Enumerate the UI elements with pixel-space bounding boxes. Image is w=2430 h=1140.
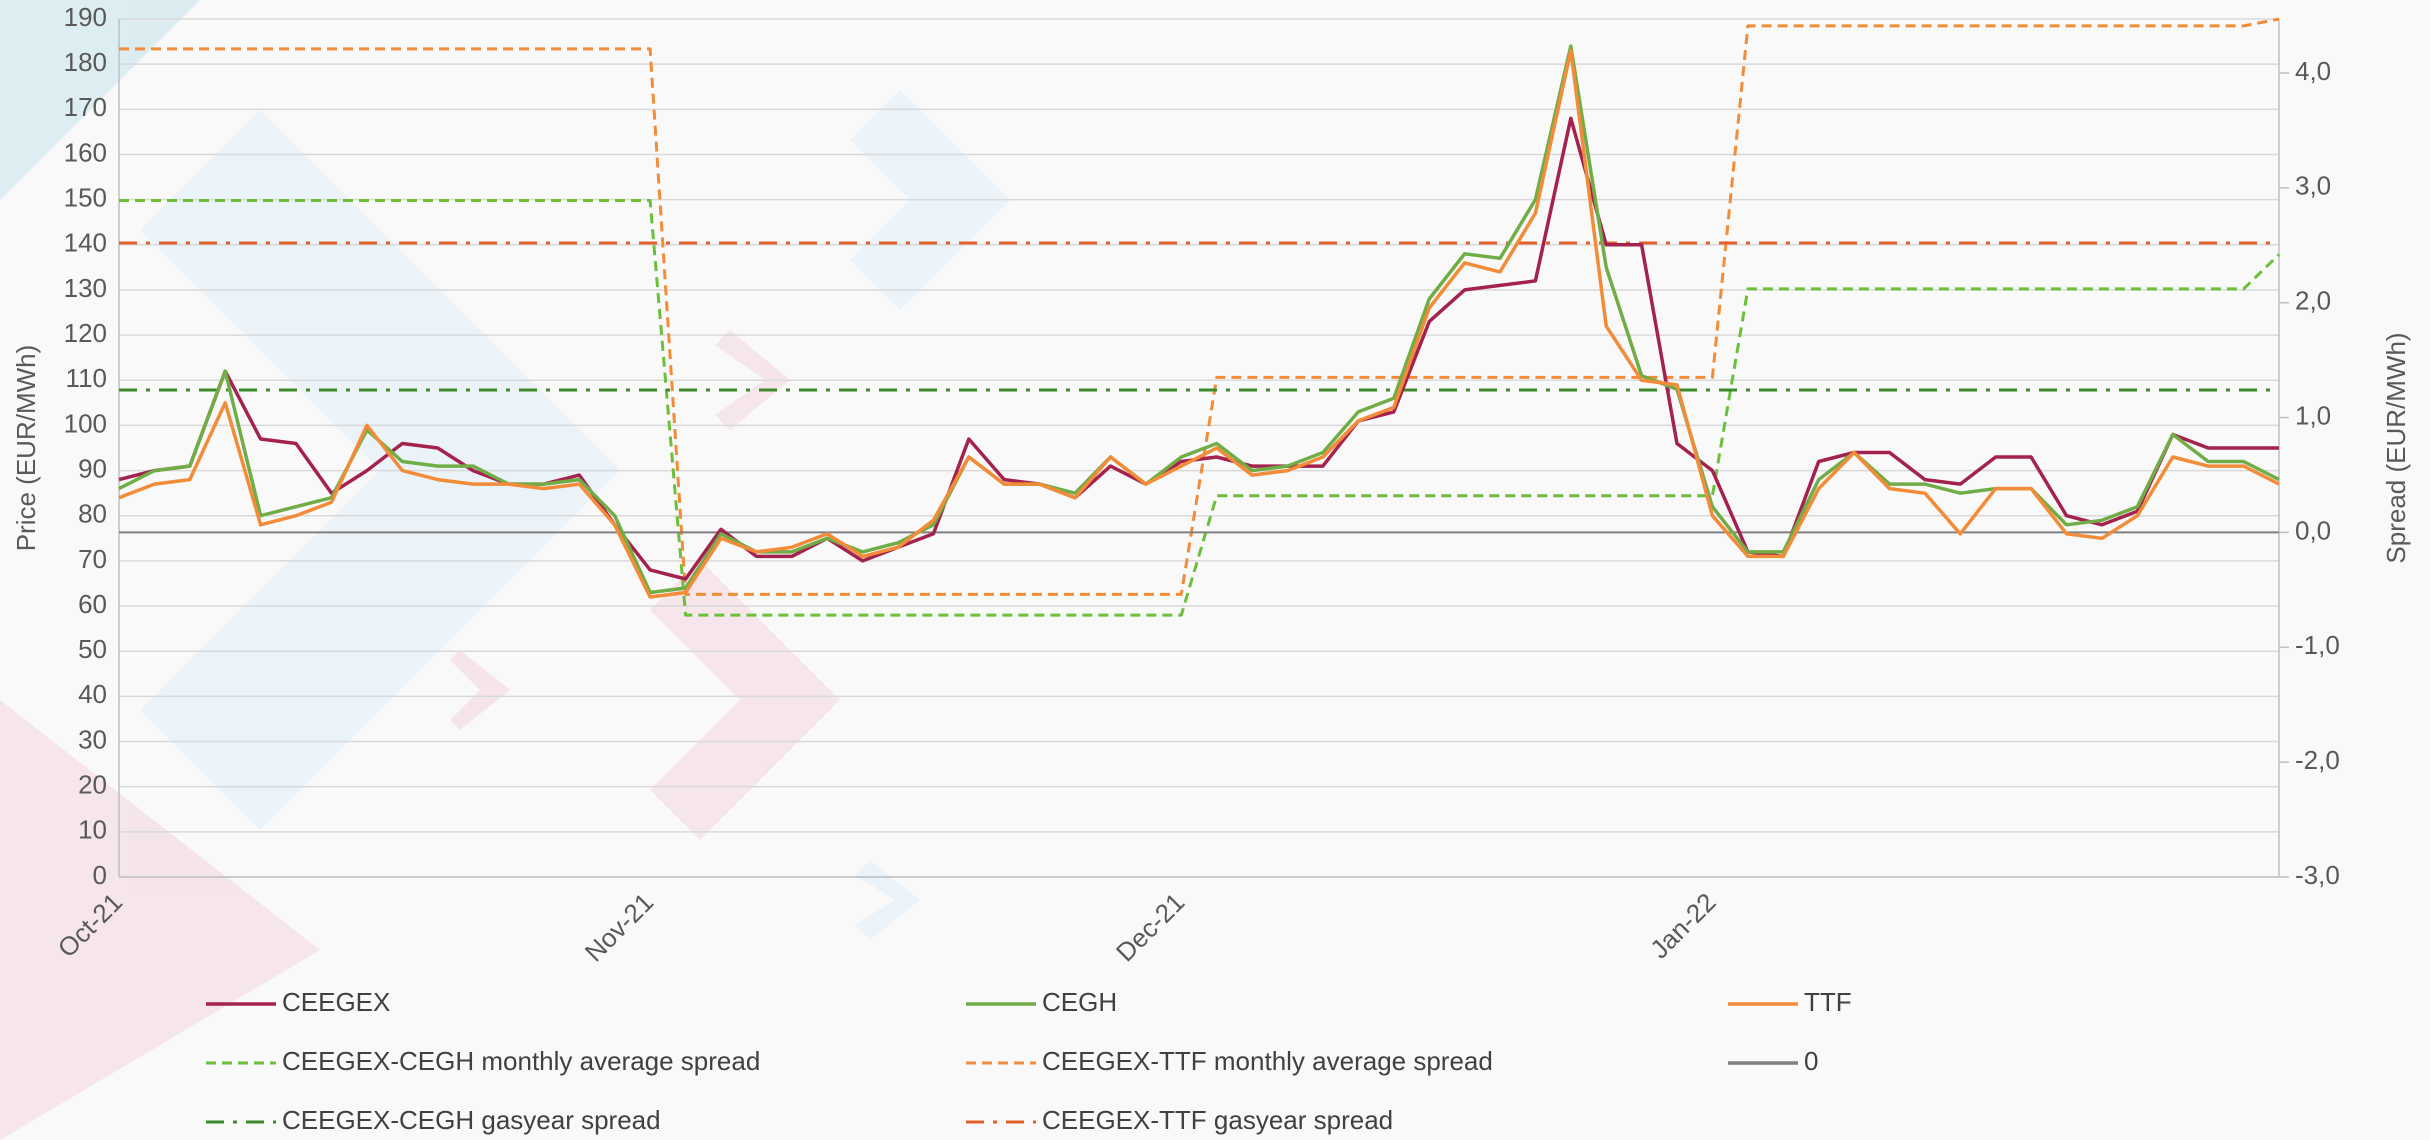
legend-label: CEGH: [1042, 987, 1117, 1017]
y-tick-label: 90: [78, 453, 107, 483]
series-line: [118, 48, 2280, 599]
x-tick-label: Jan-22: [1644, 887, 1721, 964]
y-tick-label: 30: [78, 724, 107, 754]
y2-tick-label: 1,0: [2295, 400, 2331, 430]
y-axis-title: Price (EUR/MWh): [11, 345, 41, 552]
y-tick-label: 10: [78, 815, 107, 845]
y-tick-label: 20: [78, 770, 107, 800]
y2-tick-label: 2,0: [2295, 286, 2331, 316]
y2-tick-label: 0,0: [2295, 515, 2331, 545]
y-tick-label: 110: [66, 363, 107, 393]
y2-tick-label: -3,0: [2295, 860, 2340, 890]
decor-shape: [450, 650, 510, 730]
x-tick-label: Nov-21: [579, 887, 659, 967]
legend-label: CEEGEX: [282, 987, 390, 1017]
legend-label: 0: [1804, 1046, 1818, 1076]
x-tick-label: Dec-21: [1110, 887, 1190, 967]
y-tick-label: 80: [78, 499, 107, 529]
decor-shape: [0, 0, 200, 200]
y-tick-label: 140: [64, 228, 107, 258]
y-tick-label: 130: [64, 273, 107, 303]
y2-tick-label: 3,0: [2295, 171, 2331, 201]
decor-shape: [855, 860, 920, 940]
legend-label: CEEGEX-TTF monthly average spread: [1042, 1046, 1493, 1076]
background-decoration: [0, 0, 1010, 1140]
series-line: [119, 199, 2281, 617]
y-tick-label: 180: [64, 47, 107, 77]
series-line: [118, 116, 2279, 581]
legend-label: CEEGEX-TTF gasyear spread: [1042, 1105, 1393, 1135]
y-tick-label: 120: [64, 318, 107, 348]
y2-tick-label: -1,0: [2295, 630, 2340, 660]
y2-tick-label: 4,0: [2295, 56, 2331, 86]
y-tick-label: 100: [64, 408, 107, 438]
y-tick-label: 40: [78, 679, 107, 709]
legend: CEEGEX CEGH TTF CEEGEX-CEGH monthly average…: [206, 987, 1852, 1135]
y2-axis-title: Spread (EUR/MWh): [2381, 332, 2411, 563]
legend-label: CEEGEX-CEGH gasyear spread: [282, 1105, 661, 1135]
series-line: [118, 44, 2280, 595]
y-tick-label: 50: [78, 634, 107, 664]
y-tick-label: 160: [64, 137, 107, 167]
y2-tick-label: -2,0: [2295, 745, 2340, 775]
legend-label: CEEGEX-CEGH monthly average spread: [282, 1046, 760, 1076]
y-tick-label: 190: [64, 2, 107, 32]
decor-shape: [650, 560, 840, 840]
decor-shape: [0, 700, 320, 1140]
series-line: [119, 17, 2280, 596]
y-tick-label: 70: [78, 544, 107, 574]
y-tick-label: 150: [64, 183, 107, 213]
y-tick-label: 60: [78, 589, 107, 619]
legend-label: TTF: [1804, 987, 1852, 1017]
y-tick-label: 0: [93, 860, 107, 890]
y-tick-label: 170: [64, 92, 107, 122]
decor-shape: [715, 330, 790, 430]
